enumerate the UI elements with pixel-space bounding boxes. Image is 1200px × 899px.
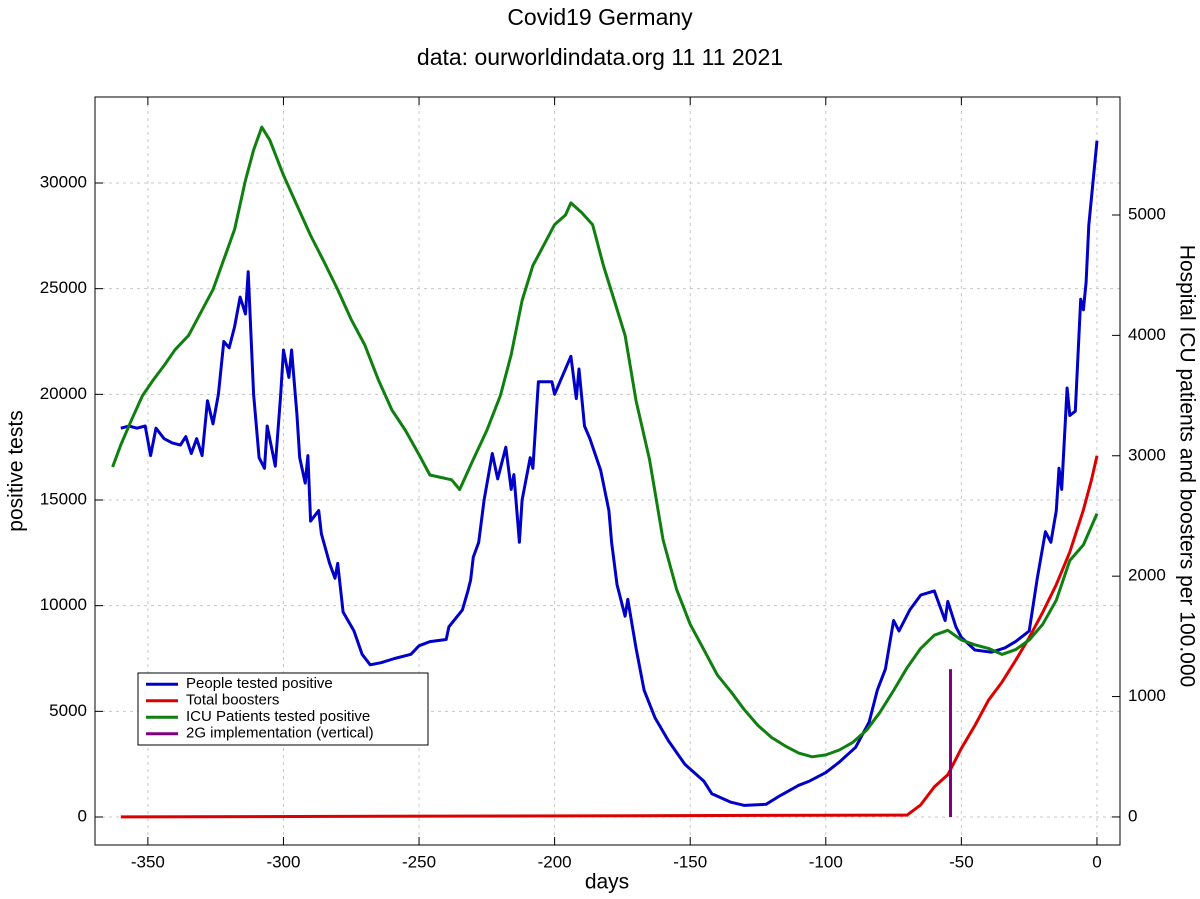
y-axis-label: positive tests [5,410,28,531]
y2-tick-label: 5000 [1128,204,1166,223]
x-tick-label: -350 [131,852,165,871]
y2-tick-label: 4000 [1128,325,1166,344]
y2-tick-label: 1000 [1128,686,1166,705]
plot-frame [94,96,1121,846]
legend-label: 2G implementation (vertical) [186,725,374,742]
x-tick-label: -200 [538,852,572,871]
y2-axis-label: Hospital ICU patients and boosters per 1… [1175,245,1198,687]
y-tick-label: 20000 [40,384,87,403]
y-tick-label: 25000 [40,278,87,297]
y2-tick-label: 0 [1128,806,1137,825]
x-tick-label: 0 [1092,852,1101,871]
legend-label: Total boosters [186,692,279,709]
y2-tick-label: 3000 [1128,445,1166,464]
x-axis-label: days [585,871,629,894]
x-tick-label: -50 [949,852,974,871]
legend-label: ICU Patients tested positive [186,708,370,725]
series-line [120,140,1099,807]
chart-subtitle: data: ourworldindata.org 11 11 2021 [417,44,783,70]
chart-title: Covid19 Germany [507,4,693,30]
y-tick-label: 0 [78,806,87,825]
y2-tick-label: 2000 [1128,566,1166,585]
x-tick-label: -250 [402,852,436,871]
x-tick-label: -100 [809,852,843,871]
x-tick-label: -150 [673,852,707,871]
legend-box [137,672,429,746]
x-tick-label: -300 [266,852,300,871]
legend-label: People tested positive [186,675,333,692]
series-line [111,125,1099,759]
y-tick-label: 15000 [40,489,87,508]
series-line [120,455,1099,819]
y-tick-label: 5000 [49,701,87,720]
y-tick-label: 10000 [40,595,87,614]
y-tick-label: 30000 [40,172,87,191]
